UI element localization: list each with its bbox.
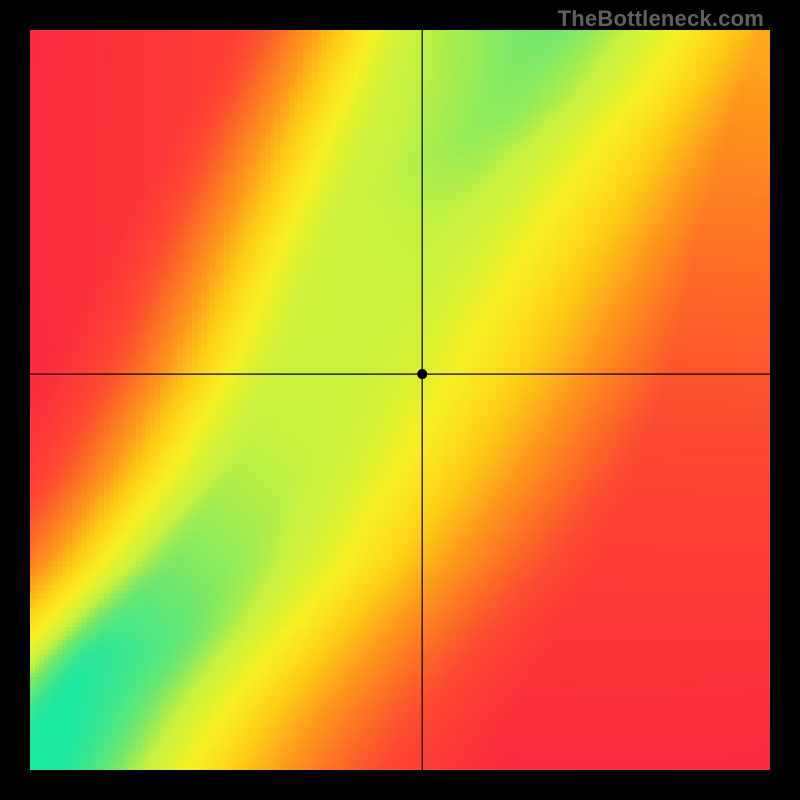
chart-container: TheBottleneck.com [0, 0, 800, 800]
bottleneck-heatmap [0, 0, 800, 800]
watermark-text: TheBottleneck.com [558, 6, 764, 32]
